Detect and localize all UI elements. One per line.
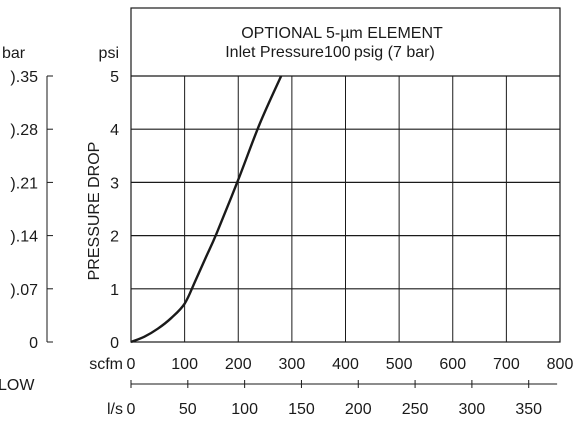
x-axis-unit-ls: l/s [107,401,123,418]
x-tick-label-scfm: 200 [225,356,252,373]
x-tick-label-scfm: 0 [127,356,136,373]
y-axis-unit-bar: bar [2,45,26,62]
title-line-1: OPTIONAL 5-µm ELEMENT [241,25,443,42]
x-tick-label-scfm: 400 [332,356,359,373]
x-tick-label-ls: 350 [515,401,542,418]
y-tick-label-psi: 5 [110,69,119,86]
y-tick-label-bar: ).14 [10,229,38,246]
y-tick-label-psi: 3 [110,175,119,192]
x-tick-label-ls: 150 [288,401,315,418]
x-axis-scfm: scfm 0 100 200 300 400 500 600 700 800 [89,356,573,373]
x-tick-label-scfm: 300 [279,356,306,373]
y-tick-label-psi: 1 [110,282,119,299]
y-tick-label-psi: 0 [110,335,119,352]
series-group [130,75,283,344]
x-tick-label-scfm: 700 [493,356,520,373]
chart-title: OPTIONAL 5-µm ELEMENT Inlet Pressure100 … [225,25,443,61]
x-axis-ls: l/s 0 50 100 150 200 250 300 350 [107,380,558,418]
x-tick-label-ls: 200 [345,401,372,418]
y-tick-label-bar: ).35 [10,69,38,86]
x-tick-label-ls: 250 [402,401,429,418]
x-tick-label-scfm: 600 [439,356,466,373]
title-line-2: Inlet Pressure100 psig (7 bar) [225,44,435,61]
y-axis-title: PRESSURE DROP [86,142,103,281]
y-axis-bar: bar 0 ).07 ).14 ).21 ).28 ).35 [2,45,53,352]
y-tick-label-psi: 2 [110,229,119,246]
y-tick-label-bar: ).21 [10,175,38,192]
y-tick-label-bar: ).07 [10,282,38,299]
y-tick-label-psi: 4 [110,122,119,139]
series-line [130,75,283,344]
y-tick-label-bar: 0 [29,335,38,352]
grid-lines [131,75,560,342]
x-tick-label-ls: 0 [127,401,136,418]
x-tick-label-ls: 100 [231,401,258,418]
x-tick-label-scfm: 500 [386,356,413,373]
y-tick-label-bar: ).28 [10,122,38,139]
x-tick-label-ls: 300 [459,401,486,418]
x-tick-label-scfm: 100 [171,356,198,373]
y-axis-title-group: PRESSURE DROP [86,142,103,281]
x-tick-label-scfm: 800 [547,356,574,373]
x-axis-title-partial: LOW [0,377,35,394]
y-axis-unit-psi: psi [99,45,119,62]
y-axis-psi: psi 0 1 2 3 4 5 [99,45,120,352]
x-axis-unit-scfm: scfm [89,356,123,373]
x-tick-label-ls: 50 [179,401,197,418]
